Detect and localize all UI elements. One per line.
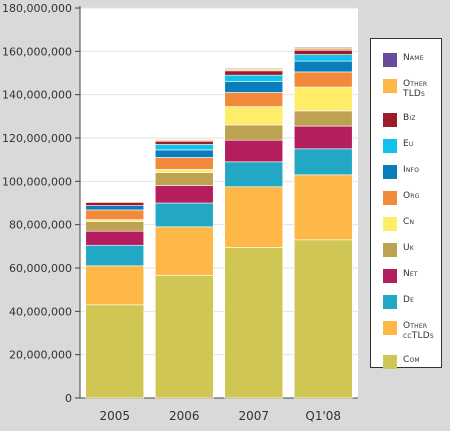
y-tick-label: 20,000,000 [9,349,72,362]
bar-segment [155,158,213,170]
bar-segment [225,93,283,107]
bar-segment [155,150,213,158]
bar-segment [225,68,283,69]
legend-label: Com [403,355,443,365]
bar-segment [225,125,283,140]
y-tick-label: 0 [65,392,72,405]
bar-segment [86,305,144,398]
bar-segment [225,247,283,398]
x-tick-label: Q1'08 [305,409,341,423]
legend-swatch [383,113,397,127]
bar-segment [294,126,352,149]
bar-segment [155,227,213,276]
legend-item: Cn [383,217,443,231]
bar-segment [86,221,144,231]
bar-segment [294,72,352,87]
bar-segment [155,186,213,203]
legend-item: Biz [383,113,443,127]
x-tick-label: 2005 [99,409,130,423]
legend-swatch [383,165,397,179]
bar-segment [155,169,213,172]
bar-segment [86,266,144,305]
bar-segment [225,75,283,82]
legend-swatch [383,355,397,369]
legend-swatch [383,79,397,93]
bar-segment [86,245,144,266]
legend-swatch [383,139,397,153]
bar-segment [86,231,144,245]
legend-item: Name [383,53,443,67]
legend-swatch [383,243,397,257]
bar-segment [294,240,352,398]
bar-segment [294,50,352,54]
y-tick-label: 60,000,000 [9,262,72,275]
legend-label: Net [403,269,443,279]
y-tick-label: 140,000,000 [2,89,72,102]
bar-segment [86,202,144,205]
x-tick-label: 2006 [169,409,200,423]
bar-segment [294,149,352,175]
bar-segment [294,61,352,72]
legend-swatch [383,217,397,231]
legend-label: Other TLDs [403,79,443,99]
bar-segment [225,187,283,248]
legend-item: Org [383,191,443,205]
legend-item: Eu [383,139,443,153]
bar-segment [225,107,283,125]
legend-item: De [383,295,443,309]
bar-segment [155,141,213,144]
legend-label: De [403,295,443,305]
bar-segment [155,173,213,186]
bar-segment [294,111,352,126]
bar-segment [86,206,144,210]
legend-item: Com [383,355,443,369]
y-tick-label: 120,000,000 [2,132,72,145]
bar-segment [294,175,352,240]
legend: Name Other TLDs Biz Eu Info Org Cn Uk Net De Other… [370,38,442,368]
bar-segment [225,140,283,162]
y-tick-label: 100,000,000 [2,175,72,188]
bar-segment [155,203,213,227]
legend-item: Other TLDs [383,79,443,99]
legend-swatch [383,295,397,309]
legend-label: Biz [403,113,443,123]
y-tick-label: 80,000,000 [9,219,72,232]
bar-segment [86,210,144,220]
bar-segment [294,47,352,48]
legend-swatch [383,53,397,67]
y-tick-label: 40,000,000 [9,305,72,318]
legend-swatch [383,191,397,205]
bar-segment [155,145,213,150]
legend-swatch [383,321,397,335]
bar-segment [294,87,352,111]
y-tick-label: 160,000,000 [2,45,72,58]
bar-segment [225,71,283,75]
legend-item: Info [383,165,443,179]
legend-item: Uk [383,243,443,257]
legend-label: Name [403,53,443,63]
legend-label: Eu [403,139,443,149]
legend-label: Other ccTLDs [403,321,443,341]
legend-label: Org [403,191,443,201]
bar-segment [155,276,213,398]
legend-swatch [383,269,397,283]
x-tick-label: 2007 [238,409,269,423]
y-tick-label: 180,000,000 [2,2,72,15]
legend-label: Uk [403,243,443,253]
bar-segment [294,55,352,62]
bar-segment [225,82,283,93]
legend-item: Other ccTLDs [383,321,443,341]
legend-label: Info [403,165,443,175]
bar-segment [225,162,283,187]
legend-label: Cn [403,217,443,227]
legend-item: Net [383,269,443,283]
bar-segment [155,140,213,141]
